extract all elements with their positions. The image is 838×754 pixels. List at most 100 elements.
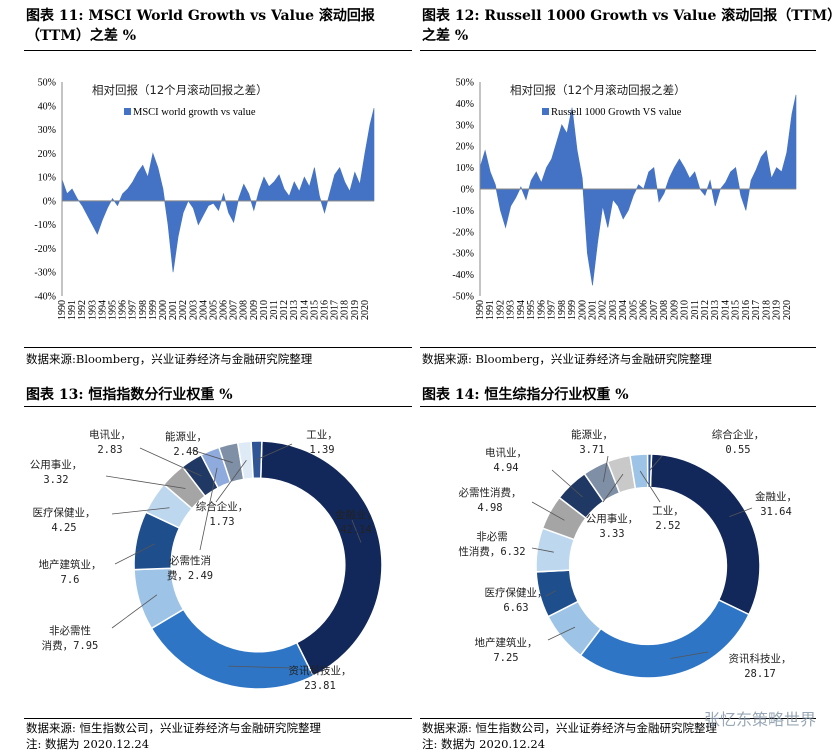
chart-12-xtick-label: 2019 [772,300,783,320]
chart-11-ytick-label: -30% [34,268,56,279]
undefined-slice-label: 金融业， 42.14 [335,508,377,536]
chart-11-xtick-label: 2020 [360,300,371,320]
chart-11-ytick-label: 40% [38,101,56,112]
undefined-leader-line [649,455,663,472]
chart-12-ytick-label: 50% [456,78,474,89]
undefined-slice-label: 非必需性消费，7.95 [42,624,99,652]
chart-12-ytick-label: -10% [452,206,474,217]
chart-12-xtick-label: 1990 [475,300,486,320]
chart-12-xtick-label: 2017 [751,300,762,320]
undefined-slice-label: 医疗保健业， 4.25 [33,506,96,534]
chart-11-source: 数据来源:Bloomberg，兴业证券经济与金融研究院整理 [26,352,313,366]
chart-12-ytick-label: 30% [456,120,474,131]
chart-12-source: 数据来源: Bloomberg，兴业证券经济与金融研究院整理 [422,352,712,366]
chart-12-bottom-rule [420,347,816,348]
chart-11-ytick-label: 50% [38,78,56,89]
chart-14-source: 数据来源: 恒生指数公司，兴业证券经济与金融研究院整理 [422,721,718,735]
chart-11-xtick-label: 2001 [168,300,179,320]
undefined-leader-line [602,473,624,503]
chart-11-legend-swatch [124,108,131,115]
undefined-leader-line [111,507,170,515]
chart-11-xtick-label: 2016 [320,300,331,320]
chart-11-xtick-label: 1998 [138,300,149,320]
chart-12-xtick-label: 2003 [608,300,619,320]
chart-12-xtick-label: 2014 [720,300,731,320]
chart-11-xtick-label: 2018 [340,300,351,320]
chart-11-ytick-label: -10% [34,220,56,231]
chart-12-xtick-label: 2008 [659,300,670,320]
undefined-slice-label: 电讯业， 4.94 [485,446,527,474]
undefined-slice [649,453,761,616]
undefined-slice-label: 工业， 2.52 [652,505,684,532]
chart-11-area-series [61,108,375,273]
chart-12-title-line2: 之差 % [422,28,469,44]
chart-12-xtick-label: 1991 [485,300,496,320]
chart-14-top-rule [420,406,816,407]
undefined-leader-line [215,460,247,503]
chart-11-ytick-label: 30% [38,125,56,136]
chart-11-xtick-label: 2010 [259,300,270,320]
chart-11-xtick-label: 1999 [148,300,159,320]
chart-11-title-line1: 图表 11: MSCI World Growth vs Value 滚动回报 [26,8,375,24]
chart-11-xtick-label: 2009 [249,300,260,320]
chart-12-legend-swatch [542,108,549,115]
chart-11-ytick-label: 20% [38,149,56,160]
chart-11-xtick-label: 2008 [239,300,250,320]
chart-11-xtick-label: 2003 [188,300,199,320]
undefined-leader-line [670,651,709,659]
chart-11-xtick-label: 1994 [97,300,108,320]
chart-12-xtick-label: 2010 [680,300,691,320]
undefined-slice-label: 地产建筑业， 7.25 [475,636,538,664]
chart-14-note: 注: 数据为 2020.12.24 [422,737,546,751]
chart-12-ytick-label: -50% [452,292,474,303]
chart-12-ytick-label: 20% [456,142,474,153]
chart-11-xtick-label: 2002 [178,300,189,320]
chart-13-note: 注: 数据为 2020.12.24 [26,737,150,751]
chart-12-xtick-label: 2000 [577,300,588,320]
undefined-slice-label: 必需性消费， 4.98 [459,486,522,514]
undefined-slice-label: 公用事业， 3.33 [586,512,639,540]
chart-12-xtick-label: 1999 [567,300,578,320]
chart-12-xtick-label: 2013 [710,300,721,320]
chart-12-xtick-label: 2002 [598,300,609,320]
chart-14-title: 图表 14: 恒生综指分行业权重 % [422,387,629,403]
undefined-plot: 金融业， 31.64 资讯科技业， 28.17 地产建筑业， 7.25 医疗保健业， 6.63… [458,428,797,680]
undefined-slice [250,440,263,480]
chart-11-ytick-label: -40% [34,292,56,303]
chart-11-xtick-label: 2013 [289,300,300,320]
chart-13-bottom-rule [24,718,412,719]
chart-11-ytick-label: 0% [43,196,56,207]
chart-12-xtick-label: 2004 [618,300,629,320]
chart-12-title-line1: 图表 12: Russell 1000 Growth vs Value 滚动回报… [422,8,838,24]
chart-11-top-rule [24,50,412,51]
chart-11-xtick-label: 1997 [128,300,139,320]
chart-12-xtick-label: 1994 [516,300,527,320]
chart-12-xtick-label: 1995 [526,300,537,320]
undefined-leader-line [256,443,293,460]
chart-12-xtick-label: 2011 [690,300,701,320]
undefined-leader-line [351,519,362,543]
undefined-slice-label: 医疗保健业， 6.63 [485,586,548,614]
chart-12-xtick-label: 2001 [587,300,598,320]
chart-12-xtick-label: 1992 [495,300,506,320]
undefined-leader-line [531,547,554,553]
undefined-leader-line [199,467,218,551]
chart-11-annotation: 相对回报（12个月滚动回报之差） [92,83,268,97]
chart-12-xtick-label: 2007 [649,300,660,320]
undefined-leader-line [545,590,557,597]
undefined-leader-line [603,455,609,482]
chart-11-xtick-label: 2019 [350,300,361,320]
undefined-leader-line [531,501,565,521]
chart-12-xtick-label: 2018 [761,300,772,320]
undefined-slice-label: 必需性消费，2.49 [167,554,213,582]
chart-12-plot: 50%40%30%20%10%0%-10%-20%-30%-40%-50%199… [452,78,797,320]
chart-11-title: 图表 11: MSCI World Growth vs Value 滚动回报 （… [26,6,375,46]
undefined-leader-line [729,507,753,517]
chart-12-legend-label: Russell 1000 Growth VS value [551,107,682,118]
undefined-slice-label: 资讯科技业， 23.81 [289,664,352,692]
undefined-leader-line [139,447,202,477]
chart-12-xtick-label: 2006 [639,300,650,320]
chart-11-xtick-label: 1993 [87,300,98,320]
chart-11-xtick-label: 1992 [77,300,88,320]
chart-11-xtick-label: 1995 [107,300,118,320]
